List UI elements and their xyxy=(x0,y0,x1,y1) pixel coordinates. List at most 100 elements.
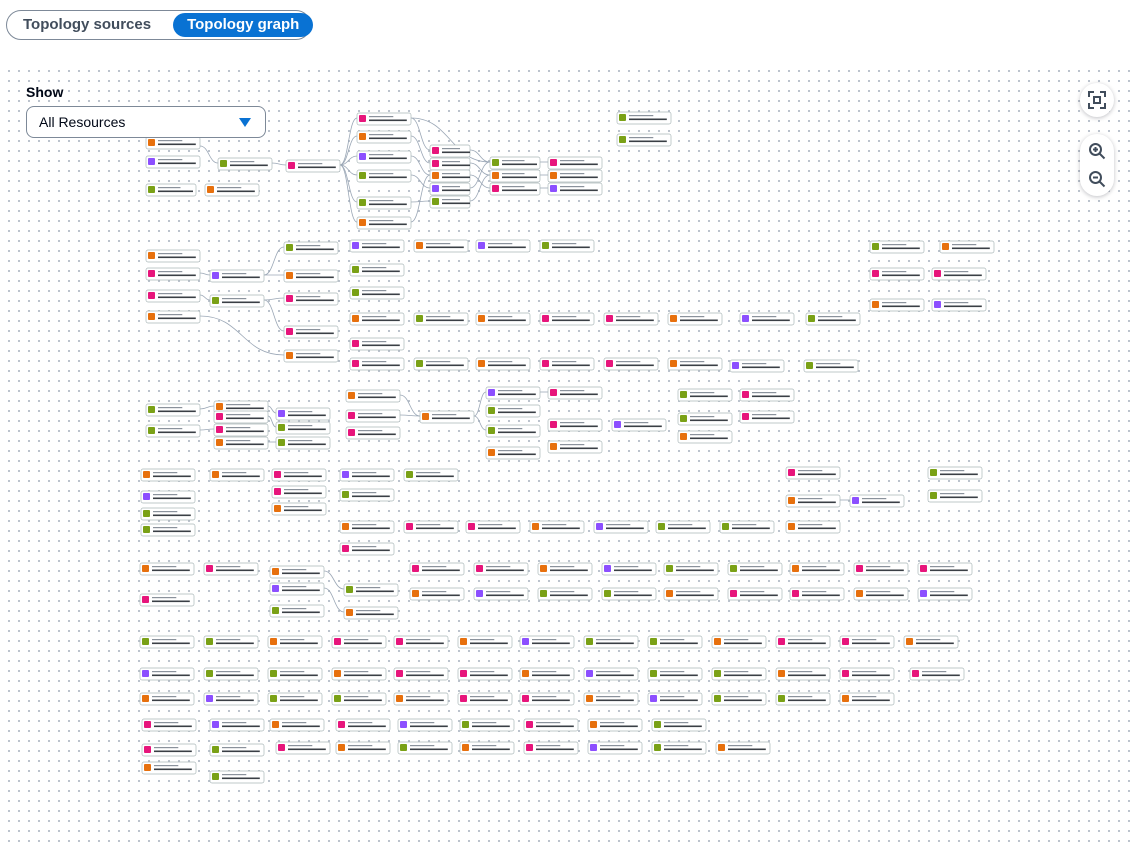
resource-node[interactable] xyxy=(345,426,401,440)
resource-node[interactable] xyxy=(275,436,331,450)
resource-node[interactable] xyxy=(475,239,531,253)
resource-node[interactable] xyxy=(269,604,325,618)
resource-node[interactable] xyxy=(775,635,831,649)
resource-node[interactable] xyxy=(335,741,391,755)
resource-node[interactable] xyxy=(547,386,603,400)
resource-node[interactable] xyxy=(209,718,265,732)
resource-node[interactable] xyxy=(140,468,196,482)
resource-node[interactable] xyxy=(789,562,845,576)
resource-node[interactable] xyxy=(413,312,469,326)
resource-node[interactable] xyxy=(413,239,469,253)
resource-node[interactable] xyxy=(539,312,595,326)
resource-node[interactable] xyxy=(931,267,987,281)
resource-node[interactable] xyxy=(429,157,471,171)
resource-node[interactable] xyxy=(869,267,925,281)
resource-node[interactable] xyxy=(739,312,795,326)
resource-node[interactable] xyxy=(349,312,405,326)
resource-node[interactable] xyxy=(331,635,387,649)
resource-node[interactable] xyxy=(343,583,399,597)
resource-node[interactable] xyxy=(217,157,273,171)
resource-node[interactable] xyxy=(539,239,595,253)
resource-node[interactable] xyxy=(356,216,412,230)
resource-node[interactable] xyxy=(485,424,541,438)
resource-node[interactable] xyxy=(339,542,395,556)
resource-node[interactable] xyxy=(349,239,405,253)
resource-node[interactable] xyxy=(939,240,995,254)
resource-node[interactable] xyxy=(785,520,841,534)
resource-node[interactable] xyxy=(677,412,733,426)
resource-node[interactable] xyxy=(339,488,395,502)
resource-node[interactable] xyxy=(616,111,672,125)
resource-node[interactable] xyxy=(209,770,265,784)
resource-node[interactable] xyxy=(141,743,197,757)
resource-node[interactable] xyxy=(345,409,401,423)
resource-node[interactable] xyxy=(331,667,387,681)
resource-node[interactable] xyxy=(849,494,905,508)
resource-node[interactable] xyxy=(583,692,639,706)
resource-node[interactable] xyxy=(139,667,195,681)
resource-node[interactable] xyxy=(547,156,603,170)
resource-node[interactable] xyxy=(547,169,603,183)
resource-node[interactable] xyxy=(547,440,603,454)
resource-node[interactable] xyxy=(356,130,412,144)
resource-node[interactable] xyxy=(271,468,327,482)
resource-node[interactable] xyxy=(209,743,265,757)
resource-node[interactable] xyxy=(616,133,672,147)
resource-node[interactable] xyxy=(651,741,707,755)
resource-node[interactable] xyxy=(711,667,767,681)
resource-node[interactable] xyxy=(715,741,771,755)
resource-node[interactable] xyxy=(409,587,465,601)
resource-node[interactable] xyxy=(139,593,195,607)
resource-node[interactable] xyxy=(677,430,733,444)
resource-node[interactable] xyxy=(587,741,643,755)
resource-node[interactable] xyxy=(209,269,265,283)
resource-node[interactable] xyxy=(465,520,521,534)
resource-node[interactable] xyxy=(140,523,196,537)
resource-node[interactable] xyxy=(459,741,515,755)
resource-node[interactable] xyxy=(283,325,339,339)
resource-node[interactable] xyxy=(931,298,987,312)
resource-node[interactable] xyxy=(903,635,959,649)
resource-node[interactable] xyxy=(523,741,579,755)
resource-node[interactable] xyxy=(275,407,331,421)
resource-node[interactable] xyxy=(339,468,395,482)
resource-node[interactable] xyxy=(805,312,861,326)
resource-node[interactable] xyxy=(145,136,201,150)
resource-node[interactable] xyxy=(473,562,529,576)
resource-node[interactable] xyxy=(489,182,541,196)
resource-node[interactable] xyxy=(655,520,711,534)
resource-node[interactable] xyxy=(485,404,541,418)
resource-node[interactable] xyxy=(203,562,259,576)
resource-node[interactable] xyxy=(403,468,459,482)
resource-node[interactable] xyxy=(583,635,639,649)
resource-node[interactable] xyxy=(356,169,412,183)
resource-node[interactable] xyxy=(397,718,453,732)
zoom-out-button[interactable] xyxy=(1080,164,1114,194)
resource-node[interactable] xyxy=(213,436,269,450)
resource-node[interactable] xyxy=(457,667,513,681)
resource-node[interactable] xyxy=(853,562,909,576)
resource-node[interactable] xyxy=(739,410,795,424)
resource-node[interactable] xyxy=(583,667,639,681)
resource-node[interactable] xyxy=(331,692,387,706)
resource-node[interactable] xyxy=(789,587,845,601)
resource-node[interactable] xyxy=(267,635,323,649)
resource-node[interactable] xyxy=(457,635,513,649)
resource-node[interactable] xyxy=(345,389,401,403)
resource-node[interactable] xyxy=(204,183,260,197)
resource-node[interactable] xyxy=(275,741,331,755)
tab-topology-graph[interactable]: Topology graph xyxy=(173,13,314,37)
resource-node[interactable] xyxy=(275,421,331,435)
resource-node[interactable] xyxy=(519,692,575,706)
resource-node[interactable] xyxy=(647,692,703,706)
resource-node[interactable] xyxy=(413,357,469,371)
zoom-in-button[interactable] xyxy=(1080,136,1114,166)
resource-node[interactable] xyxy=(145,155,201,169)
resource-node[interactable] xyxy=(283,349,339,363)
resource-node[interactable] xyxy=(429,169,471,183)
resource-node[interactable] xyxy=(283,269,339,283)
resource-node[interactable] xyxy=(775,692,831,706)
resource-node[interactable] xyxy=(145,424,201,438)
resource-node[interactable] xyxy=(349,357,405,371)
resource-node[interactable] xyxy=(593,520,649,534)
